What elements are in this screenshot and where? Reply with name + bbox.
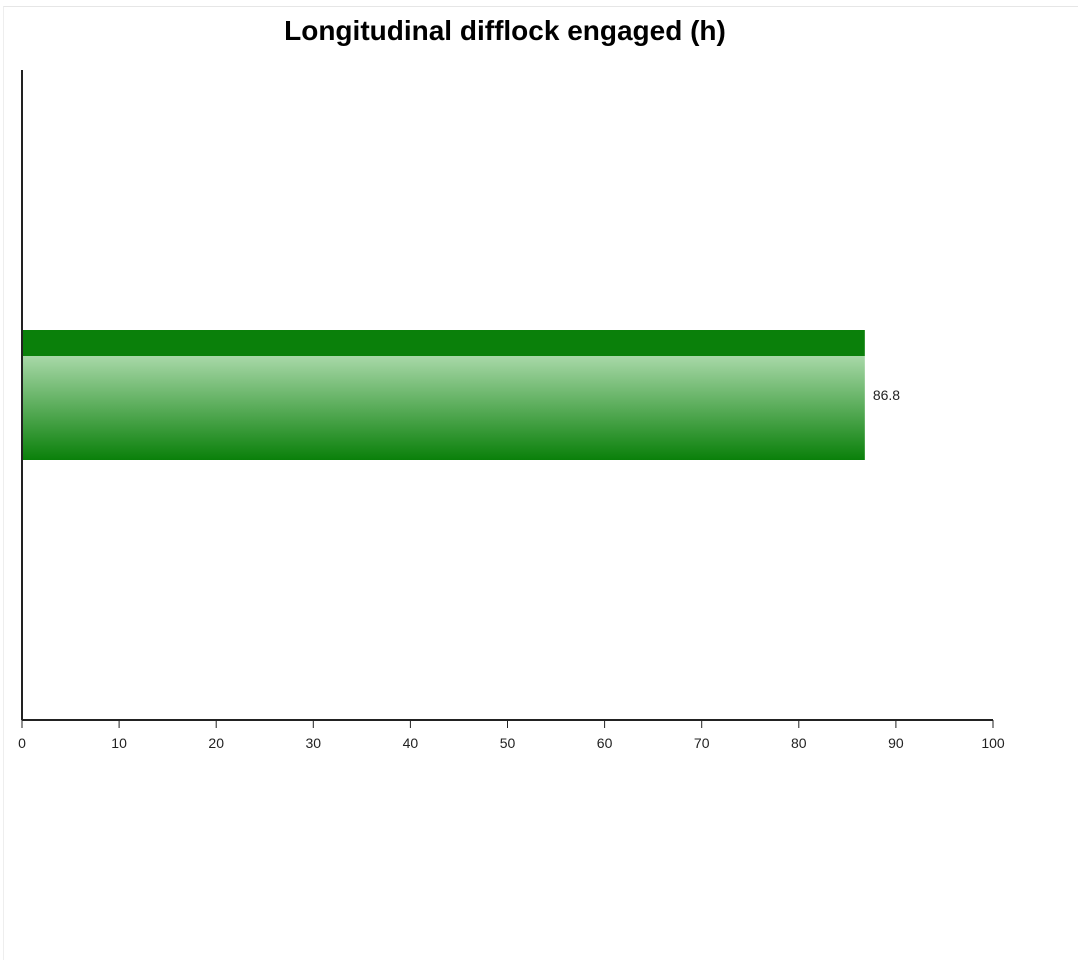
- x-tick-label: 60: [597, 735, 613, 751]
- x-tick-label: 40: [403, 735, 419, 751]
- chart-frame: [3, 6, 1078, 960]
- x-tick-label: 10: [111, 735, 127, 751]
- x-tick-label: 80: [791, 735, 807, 751]
- x-tick-label: 20: [208, 735, 224, 751]
- bar-body: [22, 356, 865, 460]
- x-tick-label: 100: [981, 735, 1005, 751]
- x-tick-label: 90: [888, 735, 904, 751]
- x-tick-label: 0: [18, 735, 26, 751]
- x-tick-label: 70: [694, 735, 710, 751]
- x-tick-label: 50: [500, 735, 516, 751]
- bar-top-band: [22, 330, 865, 356]
- chart-title: Longitudinal difflock engaged (h): [284, 15, 726, 46]
- x-tick-label: 30: [306, 735, 322, 751]
- bars-layer: 86.8: [22, 330, 900, 460]
- bar-value-label: 86.8: [873, 387, 900, 403]
- x-axis-ticks: 0 10 20 30 40 50 60 70 80 90 100: [18, 720, 1005, 751]
- bar: [22, 330, 865, 460]
